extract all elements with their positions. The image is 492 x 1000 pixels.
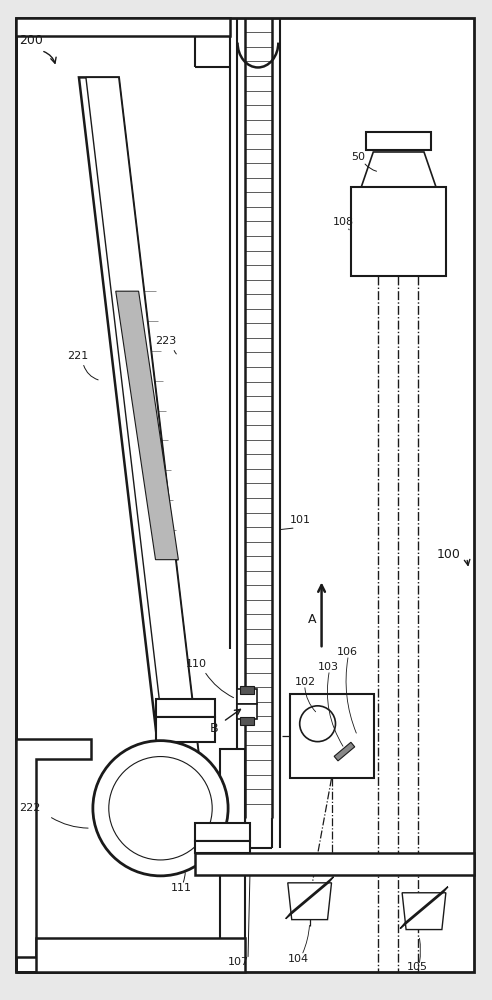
- Bar: [290, 694, 374, 778]
- Bar: [240, 686, 254, 694]
- Text: 102: 102: [295, 677, 316, 687]
- Bar: [36, 938, 245, 972]
- Text: B: B: [210, 722, 219, 735]
- Polygon shape: [116, 291, 179, 560]
- Text: 110: 110: [185, 659, 206, 669]
- Text: 101: 101: [290, 515, 311, 525]
- Text: 200: 200: [19, 34, 43, 47]
- Polygon shape: [361, 152, 436, 187]
- Text: 103: 103: [318, 662, 338, 672]
- Polygon shape: [400, 887, 448, 929]
- Text: 222: 222: [19, 803, 41, 813]
- Bar: [220, 749, 245, 947]
- Polygon shape: [86, 77, 200, 768]
- Text: 50: 50: [351, 152, 366, 162]
- Polygon shape: [288, 883, 332, 920]
- Polygon shape: [79, 77, 200, 768]
- Bar: [351, 187, 446, 276]
- Text: 111: 111: [170, 883, 191, 893]
- Text: 221: 221: [67, 351, 88, 361]
- Text: 106: 106: [337, 647, 358, 657]
- Polygon shape: [286, 877, 334, 919]
- Bar: [240, 717, 254, 725]
- Bar: [155, 699, 215, 717]
- Text: 223: 223: [155, 336, 177, 346]
- Bar: [195, 823, 250, 841]
- Circle shape: [300, 706, 336, 742]
- Text: 104: 104: [288, 954, 309, 964]
- Text: 108: 108: [333, 217, 354, 227]
- Polygon shape: [334, 742, 355, 761]
- Text: A: A: [308, 613, 316, 626]
- Bar: [155, 717, 215, 742]
- Bar: [195, 853, 474, 875]
- Bar: [237, 704, 257, 719]
- Circle shape: [93, 741, 228, 876]
- Bar: [16, 18, 230, 36]
- Text: 105: 105: [407, 962, 428, 972]
- Circle shape: [109, 757, 212, 860]
- Polygon shape: [402, 893, 446, 930]
- Text: 100: 100: [437, 548, 461, 561]
- Polygon shape: [16, 739, 91, 957]
- Bar: [195, 841, 250, 853]
- Bar: [367, 132, 431, 150]
- Bar: [237, 689, 257, 704]
- Text: 107: 107: [228, 957, 249, 967]
